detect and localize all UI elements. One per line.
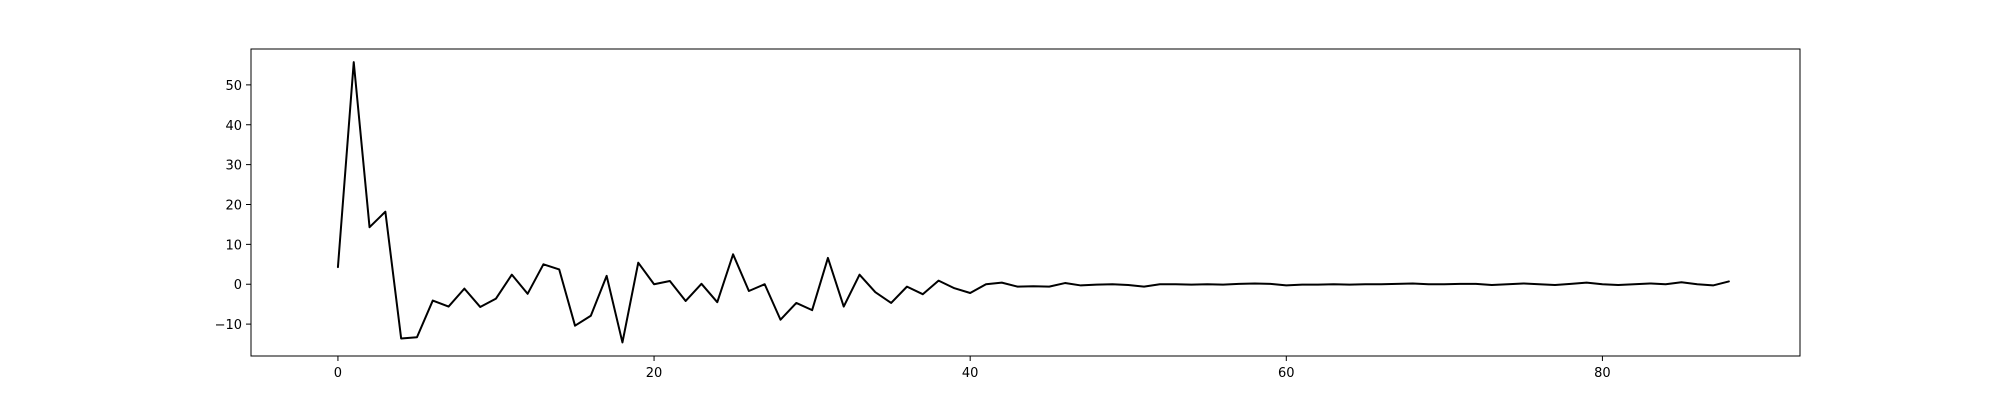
y-axis: −10 0 10 20 30 40 50 [215,79,251,333]
y-tick-label: 30 [225,159,242,174]
x-tick-label: 60 [1278,366,1295,381]
y-tick-label: 10 [225,238,242,253]
x-axis: 0 20 40 60 80 [334,356,1611,381]
x-tick-label: 80 [1594,366,1611,381]
x-tick-label: 40 [962,366,979,381]
x-tick-label: 20 [646,366,663,381]
y-tick-label: 50 [225,79,242,94]
y-tick-label: −10 [215,318,242,333]
y-tick-label: 20 [225,198,242,213]
y-tick-label: 40 [225,119,242,134]
series-line [336,61,1730,344]
x-tick-label: 0 [334,366,342,381]
y-tick-label: 0 [234,278,242,293]
plot-frame [250,48,1801,357]
